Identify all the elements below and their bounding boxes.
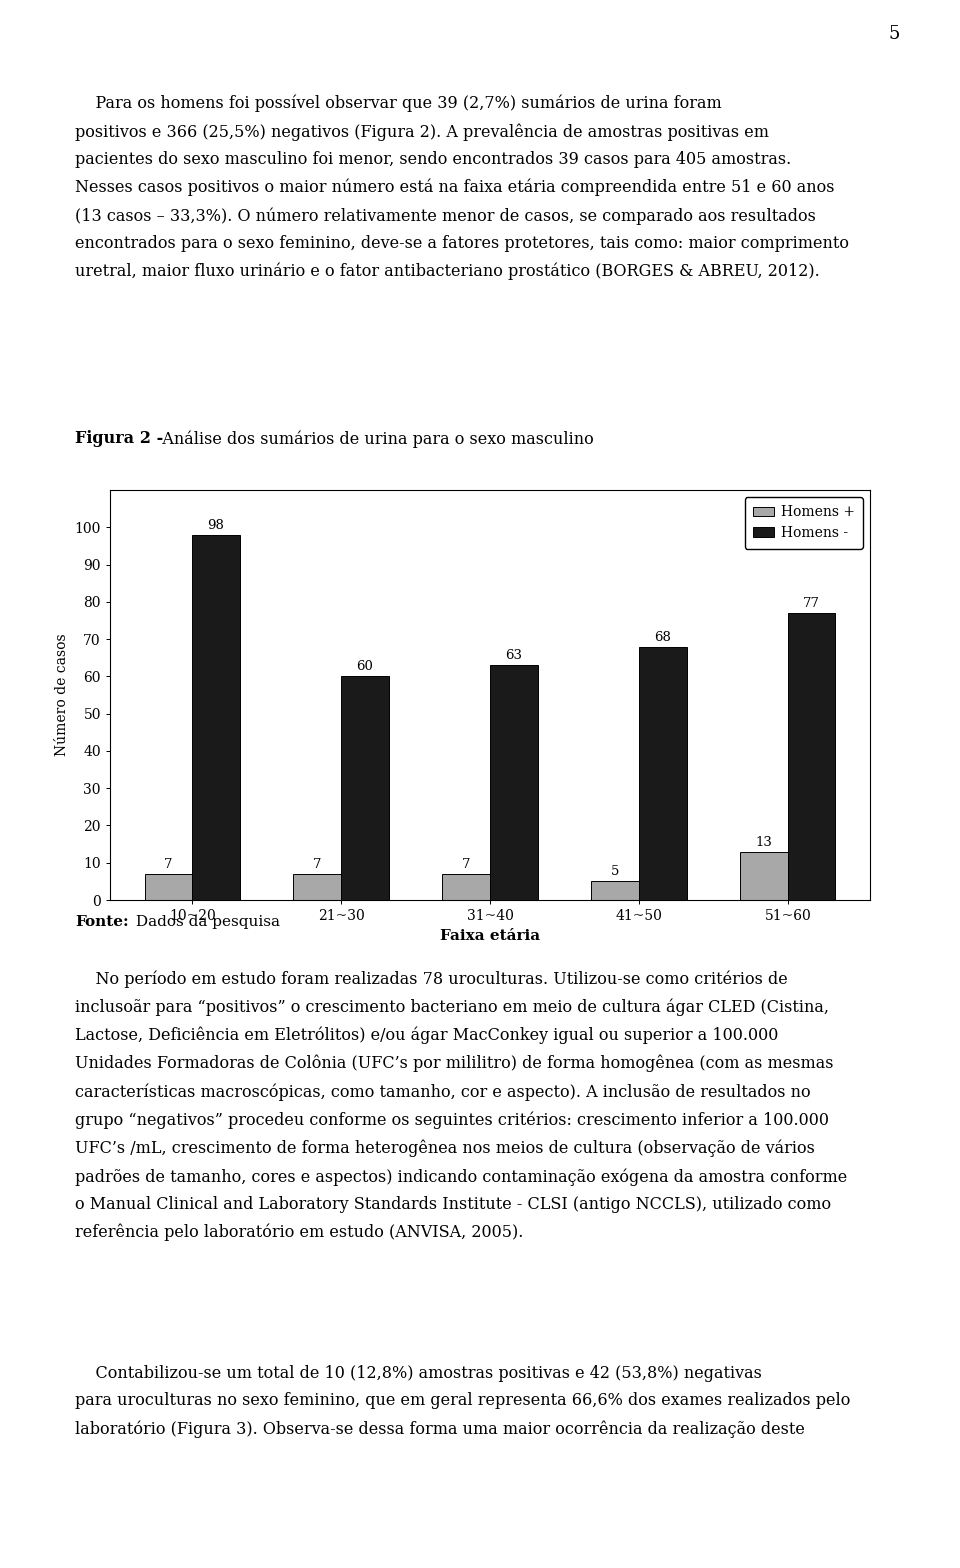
Bar <box>145 873 192 900</box>
Legend: Homens +, Homens -: Homens +, Homens - <box>745 497 863 549</box>
Text: 13: 13 <box>756 836 773 848</box>
Text: Dados da pesquisa: Dados da pesquisa <box>131 916 279 928</box>
Text: 7: 7 <box>462 858 470 870</box>
Bar <box>490 665 538 900</box>
Text: No período em estudo foram realizadas 78 uroculturas. Utilizou-se como critérios: No período em estudo foram realizadas 78… <box>75 971 848 1242</box>
Text: Análise dos sumários de urina para o sexo masculino: Análise dos sumários de urina para o sex… <box>147 430 593 447</box>
Bar <box>639 646 686 900</box>
Bar <box>740 851 788 900</box>
Text: Fonte:: Fonte: <box>75 916 129 928</box>
Text: 7: 7 <box>313 858 322 870</box>
Text: Contabilizou-se um total de 10 (12,8%) amostras positivas e 42 (53,8%) negativas: Contabilizou-se um total de 10 (12,8%) a… <box>75 1366 851 1438</box>
Bar <box>192 535 240 900</box>
Text: 63: 63 <box>505 649 522 662</box>
Text: Figura 2 -: Figura 2 - <box>75 430 163 447</box>
Bar <box>341 676 389 900</box>
Text: 77: 77 <box>804 597 820 610</box>
X-axis label: Faixa etária: Faixa etária <box>440 928 540 942</box>
Bar <box>788 613 835 900</box>
Text: 60: 60 <box>356 660 373 673</box>
Y-axis label: Número de casos: Número de casos <box>55 633 69 756</box>
Text: 5: 5 <box>889 25 900 42</box>
Text: Para os homens foi possível observar que 39 (2,7%) sumários de urina foram
posit: Para os homens foi possível observar que… <box>75 96 849 281</box>
Bar <box>443 873 490 900</box>
Bar <box>591 881 639 900</box>
Text: 7: 7 <box>164 858 173 870</box>
Text: 5: 5 <box>611 866 619 878</box>
Bar <box>294 873 341 900</box>
Text: 68: 68 <box>655 630 671 643</box>
Text: 98: 98 <box>207 519 225 532</box>
